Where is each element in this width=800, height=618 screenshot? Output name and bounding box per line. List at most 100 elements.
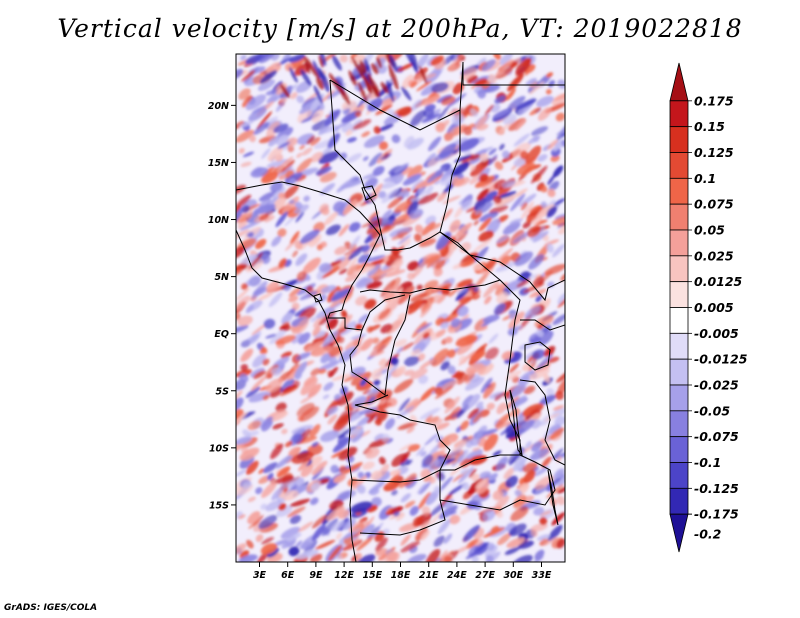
- field-blob: [355, 111, 362, 118]
- field-blob: [247, 420, 261, 431]
- field-blob: [377, 551, 389, 562]
- field-blob: [346, 153, 362, 164]
- field-blob: [444, 126, 461, 142]
- field-blob: [320, 285, 337, 294]
- field-blob: [268, 292, 283, 308]
- field-blob: [449, 514, 461, 525]
- field-blob: [352, 475, 367, 490]
- field-blob: [470, 159, 490, 177]
- field-streak: [312, 60, 321, 79]
- field-blob: [523, 282, 545, 293]
- field-blob: [534, 315, 554, 328]
- field-blob: [341, 100, 357, 111]
- field-streak: [386, 80, 395, 103]
- field-blob: [397, 286, 414, 305]
- field-streak: [289, 67, 298, 83]
- field-blob: [551, 93, 565, 107]
- field-blob: [275, 454, 293, 469]
- field-blob: [315, 539, 336, 550]
- border-uganda-kenya: [520, 319, 565, 331]
- field-streak: [371, 63, 379, 75]
- field-blob: [294, 204, 309, 214]
- field-blob: [488, 333, 499, 344]
- field-blob: [454, 154, 472, 163]
- field-blob: [434, 150, 456, 161]
- field-blob: [335, 532, 343, 540]
- field-blob: [282, 490, 299, 501]
- field-blob: [383, 296, 396, 312]
- field-blob: [422, 332, 430, 339]
- field-blob: [416, 284, 423, 291]
- field-blob: [247, 496, 256, 502]
- field-blob: [478, 326, 488, 331]
- field-blob: [350, 366, 366, 377]
- field-blob: [338, 346, 357, 363]
- field-blob: [245, 460, 259, 475]
- field-blob: [493, 195, 502, 204]
- field-blob: [423, 254, 440, 265]
- field-blob: [479, 153, 489, 162]
- colorbar-label: -0.175: [694, 507, 739, 522]
- field-blob: [236, 369, 252, 378]
- field-blob: [467, 407, 480, 420]
- field-blob: [474, 246, 489, 263]
- field-blob: [334, 246, 348, 255]
- field-blob: [420, 305, 432, 318]
- field-blob: [489, 391, 504, 400]
- field-blob: [473, 220, 480, 226]
- field-blob: [493, 302, 506, 315]
- field-blob: [552, 313, 565, 326]
- field-blob: [445, 336, 453, 344]
- field-blob: [260, 346, 268, 354]
- field-blob: [535, 329, 544, 338]
- field-blob: [323, 382, 334, 391]
- field-blob: [294, 484, 308, 494]
- field-blob: [448, 483, 466, 496]
- field-blob: [494, 420, 514, 431]
- field-blob: [414, 224, 424, 234]
- field-blob: [443, 311, 460, 324]
- field-blob: [495, 282, 509, 296]
- field-blob: [497, 532, 512, 546]
- field-blob: [460, 67, 478, 81]
- field-blob: [530, 165, 548, 184]
- field-blob: [242, 95, 253, 108]
- field-blob: [346, 137, 357, 143]
- field-blob: [368, 522, 384, 541]
- field-blob: [458, 355, 468, 365]
- field-blob: [410, 348, 421, 356]
- field-blob: [275, 211, 288, 228]
- field-blob: [487, 542, 495, 551]
- field-blob: [496, 291, 509, 304]
- field-blob: [236, 263, 245, 272]
- field-blob: [294, 361, 308, 379]
- field-blob: [262, 462, 278, 474]
- field-blob: [391, 134, 401, 144]
- field-blob: [348, 520, 370, 533]
- field-blob: [424, 414, 433, 423]
- field-streak: [380, 82, 390, 94]
- field-blob: [296, 271, 307, 282]
- field-blob: [236, 390, 243, 402]
- field-blob: [512, 454, 528, 472]
- field-blob: [312, 325, 321, 337]
- field-blob: [465, 377, 485, 391]
- field-blob: [248, 134, 256, 143]
- colorbar-label: -0.0125: [694, 352, 748, 367]
- field-blob: [318, 368, 327, 374]
- border-drc: [354, 279, 521, 471]
- field-blob: [493, 54, 501, 60]
- field-blob: [270, 443, 284, 460]
- field-blob: [250, 367, 265, 378]
- field-blob: [385, 255, 403, 267]
- field-blob: [310, 316, 317, 323]
- field-blob: [239, 220, 262, 231]
- field-blob: [517, 540, 534, 549]
- field-blob: [497, 191, 517, 199]
- field-blob: [514, 98, 537, 111]
- field-blob: [506, 87, 516, 101]
- field-blob: [310, 151, 323, 163]
- field-blob: [372, 386, 381, 394]
- field-blob: [298, 332, 311, 345]
- field-blob: [537, 154, 548, 162]
